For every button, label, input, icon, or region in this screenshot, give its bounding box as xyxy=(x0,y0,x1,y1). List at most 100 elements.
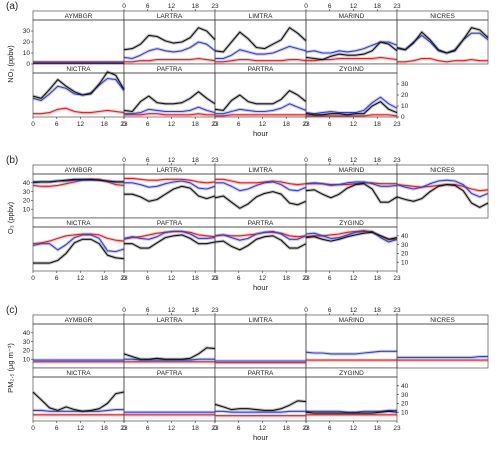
y-tick-label: 0 xyxy=(401,114,405,121)
strip-label: NICRES xyxy=(430,13,455,20)
series-line xyxy=(123,91,216,113)
x-tick-label: 6 xyxy=(328,157,332,164)
series-line xyxy=(215,59,307,63)
y-tick-label: 30 xyxy=(23,339,31,346)
x-tick-label: 0 xyxy=(122,425,126,432)
y-tick-label: 40 xyxy=(23,330,31,337)
series-line xyxy=(123,230,216,240)
y-tick-label: 20 xyxy=(23,198,31,205)
strip-label: NICTRA xyxy=(66,220,91,227)
x-tick-label: 12 xyxy=(168,425,176,432)
strip-label: PAFTRA xyxy=(157,66,183,73)
strip-label: ZYGIND xyxy=(339,66,364,73)
x-tick-label: 23 xyxy=(120,425,128,432)
y-tick-label: 0 xyxy=(26,61,30,68)
x-tick-label: 23 xyxy=(302,121,310,128)
series-line xyxy=(305,350,397,355)
x-tick-label: 18 xyxy=(101,121,109,128)
series-line xyxy=(214,90,307,111)
x-tick-label: 12 xyxy=(168,121,176,128)
series-line xyxy=(215,114,306,117)
x-tick-label: 12 xyxy=(168,3,176,10)
y-tick-label: 30 xyxy=(23,189,31,196)
x-tick-label: 18 xyxy=(374,157,382,164)
x-tick-label: 18 xyxy=(192,307,200,314)
x-tick-label: 18 xyxy=(283,121,291,128)
strip-label: NICTRA xyxy=(66,370,91,377)
y-tick-label: 10 xyxy=(23,356,31,363)
x-tick-label: 23 xyxy=(211,3,219,10)
x-tick-label: 18 xyxy=(192,275,200,282)
series-line xyxy=(33,409,124,412)
x-tick-label: 23 xyxy=(211,425,219,432)
strip-label: NICRES xyxy=(430,167,455,174)
x-tick-label: 12 xyxy=(168,157,176,164)
strip-label: MARIND xyxy=(339,13,365,20)
panel-frame xyxy=(305,376,398,422)
x-tick-label: 18 xyxy=(374,121,382,128)
series-band xyxy=(123,346,216,361)
panel-frame xyxy=(305,173,398,219)
x-tick-label: 6 xyxy=(237,121,241,128)
x-tick-label: 6 xyxy=(328,3,332,10)
strip-label: LIMTRA xyxy=(249,317,274,324)
x-tick-label: 18 xyxy=(374,3,382,10)
x-tick-label: 0 xyxy=(31,121,35,128)
x-tick-label: 23 xyxy=(211,157,219,164)
series-line xyxy=(305,96,398,115)
y-tick-label: 40 xyxy=(401,233,409,240)
y-tick-label: 30 xyxy=(401,81,409,88)
series-line xyxy=(215,45,307,60)
series-line xyxy=(124,177,216,184)
x-tick-label: 6 xyxy=(55,425,59,432)
x-tick-label: 18 xyxy=(374,307,382,314)
x-tick-label: 23 xyxy=(393,425,401,432)
panel-frame xyxy=(396,323,489,369)
series-line xyxy=(124,185,216,202)
series-line xyxy=(33,238,125,264)
x-tick-label: 6 xyxy=(146,3,150,10)
series-line xyxy=(396,184,489,208)
series-line xyxy=(215,181,307,192)
y-tick-label: 10 xyxy=(401,259,409,266)
series-line xyxy=(124,358,215,361)
x-tick-label: 23 xyxy=(393,307,401,314)
panel-letter: (a) xyxy=(6,1,18,12)
series-line xyxy=(32,77,125,102)
x-tick-label: 23 xyxy=(211,307,219,314)
x-tick-label: 0 xyxy=(31,425,35,432)
panel-frame xyxy=(396,173,489,219)
strip-label: PAFTRA xyxy=(157,220,183,227)
x-tick-label: 0 xyxy=(122,3,126,10)
y-axis-title: NO₂ (ppbv) xyxy=(6,45,15,83)
series-line xyxy=(305,41,398,61)
x-tick-label: 0 xyxy=(304,157,308,164)
x-tick-label: 23 xyxy=(393,275,401,282)
x-tick-label: 0 xyxy=(304,121,308,128)
strip-label: AYMBGR xyxy=(65,317,93,324)
panel-frame xyxy=(396,19,489,65)
y-tick-label: 10 xyxy=(23,50,31,57)
series-line xyxy=(214,400,307,411)
series-line xyxy=(214,230,307,241)
y-tick-label: 20 xyxy=(23,348,31,355)
strip-label: AYMBGR xyxy=(65,167,93,174)
series-line xyxy=(215,410,306,413)
series-line xyxy=(124,113,215,116)
x-tick-label: 18 xyxy=(101,275,109,282)
y-tick-label: 20 xyxy=(401,401,409,408)
series-line xyxy=(32,234,125,253)
x-tick-label: 12 xyxy=(350,275,358,282)
series-line xyxy=(215,103,307,115)
x-tick-label: 0 xyxy=(304,275,308,282)
x-tick-label: 6 xyxy=(146,275,150,282)
x-tick-label: 18 xyxy=(283,275,291,282)
strip-label: PARTRA xyxy=(248,370,274,377)
y-tick-label: 10 xyxy=(23,206,31,213)
x-tick-label: 18 xyxy=(283,425,291,432)
series-line xyxy=(306,409,397,413)
series-line xyxy=(397,57,488,63)
series-band xyxy=(31,390,125,413)
x-tick-label: 6 xyxy=(328,307,332,314)
series-line xyxy=(124,180,216,190)
